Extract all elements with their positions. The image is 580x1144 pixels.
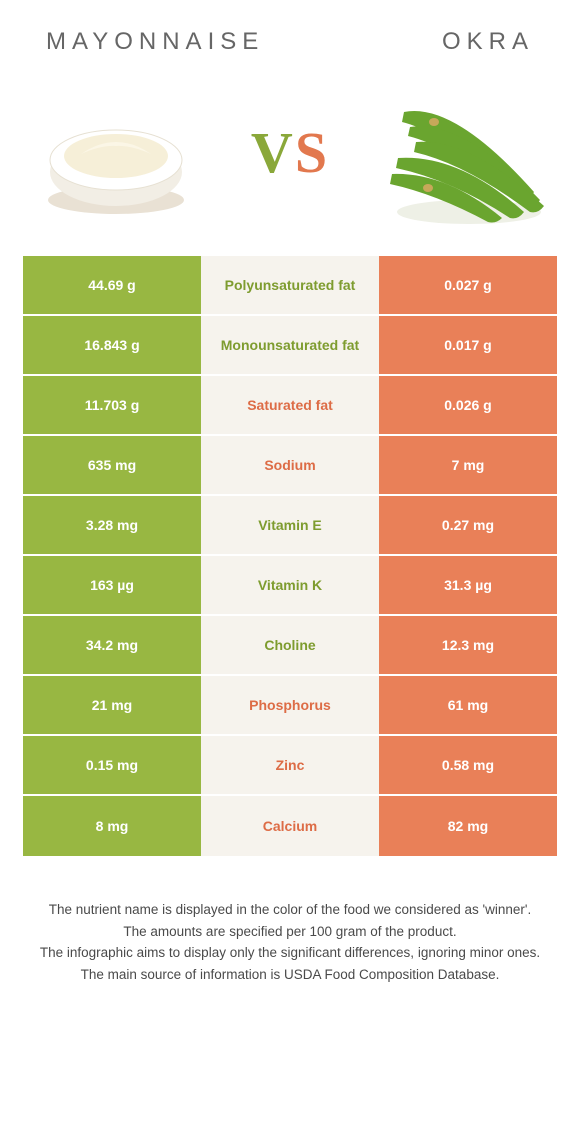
food-title-left: MAYONNAISE	[46, 28, 264, 56]
table-row: 44.69 gPolyunsaturated fat0.027 g	[23, 256, 557, 316]
comparison-table: 44.69 gPolyunsaturated fat0.027 g16.843 …	[23, 256, 557, 856]
footer-notes: The nutrient name is displayed in the co…	[0, 856, 580, 1006]
left-value: 21 mg	[23, 676, 201, 734]
left-value: 34.2 mg	[23, 616, 201, 674]
table-row: 163 µgVitamin K31.3 µg	[23, 556, 557, 616]
table-row: 635 mgSodium7 mg	[23, 436, 557, 496]
left-value: 635 mg	[23, 436, 201, 494]
right-value: 7 mg	[379, 436, 557, 494]
right-value: 61 mg	[379, 676, 557, 734]
table-row: 16.843 gMonounsaturated fat0.017 g	[23, 316, 557, 376]
table-row: 21 mgPhosphorus61 mg	[23, 676, 557, 736]
mayonnaise-image	[26, 72, 206, 232]
left-value: 0.15 mg	[23, 736, 201, 794]
header: MAYONNAISE OKRA	[0, 0, 580, 66]
nutrient-label: Polyunsaturated fat	[201, 256, 379, 314]
vs-letter-v: V	[251, 120, 295, 185]
table-row: 0.15 mgZinc0.58 mg	[23, 736, 557, 796]
right-value: 82 mg	[379, 796, 557, 856]
footer-line-1: The nutrient name is displayed in the co…	[34, 900, 546, 920]
right-value: 0.58 mg	[379, 736, 557, 794]
table-row: 11.703 gSaturated fat0.026 g	[23, 376, 557, 436]
left-value: 163 µg	[23, 556, 201, 614]
okra-image	[374, 72, 554, 232]
right-value: 31.3 µg	[379, 556, 557, 614]
vs-letter-s: S	[295, 120, 329, 185]
left-value: 16.843 g	[23, 316, 201, 374]
right-value: 0.026 g	[379, 376, 557, 434]
footer-line-2: The amounts are specified per 100 gram o…	[34, 922, 546, 942]
vs-label: VS	[251, 119, 329, 186]
vs-row: VS	[0, 66, 580, 256]
right-value: 0.27 mg	[379, 496, 557, 554]
nutrient-label: Vitamin K	[201, 556, 379, 614]
footer-line-4: The main source of information is USDA F…	[34, 965, 546, 985]
nutrient-label: Monounsaturated fat	[201, 316, 379, 374]
table-row: 3.28 mgVitamin E0.27 mg	[23, 496, 557, 556]
left-value: 8 mg	[23, 796, 201, 856]
table-row: 8 mgCalcium82 mg	[23, 796, 557, 856]
nutrient-label: Choline	[201, 616, 379, 674]
nutrient-label: Zinc	[201, 736, 379, 794]
left-value: 11.703 g	[23, 376, 201, 434]
right-value: 0.017 g	[379, 316, 557, 374]
right-value: 0.027 g	[379, 256, 557, 314]
footer-line-3: The infographic aims to display only the…	[34, 943, 546, 963]
right-value: 12.3 mg	[379, 616, 557, 674]
food-title-right: OKRA	[442, 28, 534, 56]
table-row: 34.2 mgCholine12.3 mg	[23, 616, 557, 676]
nutrient-label: Saturated fat	[201, 376, 379, 434]
nutrient-label: Calcium	[201, 796, 379, 856]
left-value: 3.28 mg	[23, 496, 201, 554]
nutrient-label: Vitamin E	[201, 496, 379, 554]
left-value: 44.69 g	[23, 256, 201, 314]
nutrient-label: Sodium	[201, 436, 379, 494]
nutrient-label: Phosphorus	[201, 676, 379, 734]
